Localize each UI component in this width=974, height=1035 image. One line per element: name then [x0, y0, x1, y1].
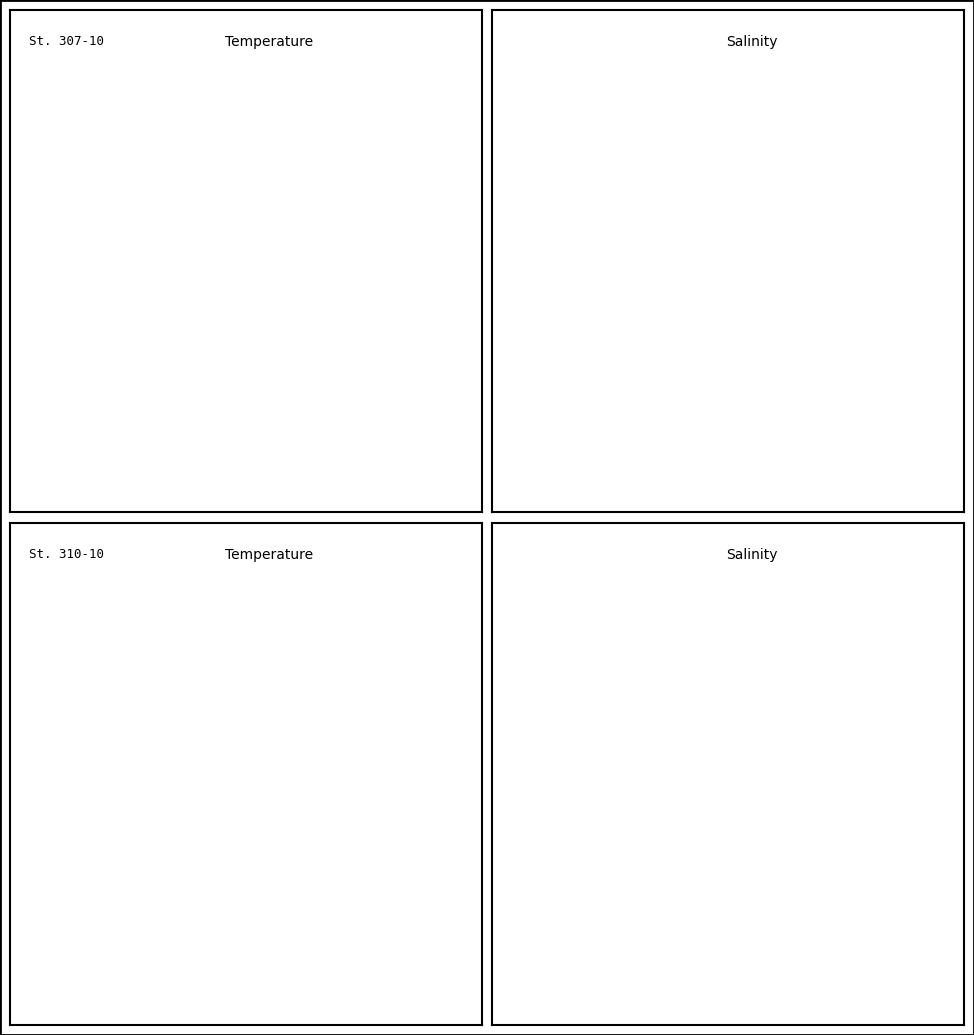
Text: Salinity: Salinity	[726, 35, 777, 50]
Text: Temperature: Temperature	[226, 548, 314, 562]
Y-axis label: Depth(m): Depth(m)	[48, 769, 61, 829]
Y-axis label: Depth(m): Depth(m)	[530, 769, 543, 829]
Text: St. 307-10: St. 307-10	[28, 35, 103, 49]
Y-axis label: Depth(m): Depth(m)	[530, 257, 543, 317]
Text: Salinity: Salinity	[726, 548, 777, 562]
Text: St. 310-10: St. 310-10	[28, 548, 103, 561]
Text: Temperature: Temperature	[226, 35, 314, 50]
Y-axis label: Depth(m): Depth(m)	[48, 257, 61, 317]
